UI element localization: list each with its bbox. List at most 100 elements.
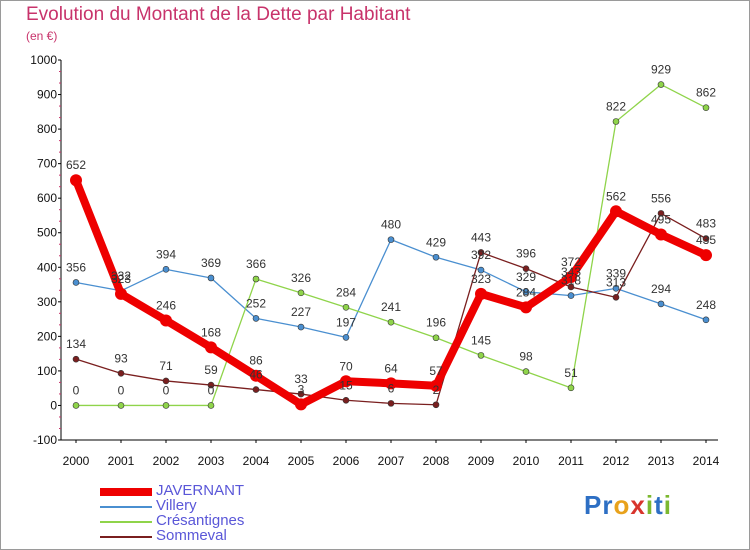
data-label: 323	[471, 272, 491, 286]
legend-swatch	[100, 488, 152, 496]
data-point	[162, 377, 170, 385]
y-tick-label: 300	[37, 295, 57, 309]
data-point	[207, 402, 215, 409]
data-label: 332	[111, 269, 131, 283]
data-point	[162, 266, 170, 273]
data-label: 51	[564, 366, 578, 380]
data-label: 2	[433, 383, 440, 397]
legend-label: JAVERNANT	[156, 482, 245, 499]
logo-letter: x	[630, 490, 646, 520]
data-point	[72, 402, 80, 409]
data-point	[702, 235, 710, 242]
data-label: 394	[156, 247, 176, 261]
proxiti-logo: Proxiti	[584, 490, 672, 521]
data-point	[567, 384, 575, 392]
data-label: 197	[336, 315, 356, 329]
data-label: 356	[66, 260, 86, 274]
data-label: 33	[294, 372, 308, 386]
data-point	[565, 270, 577, 283]
data-point	[610, 205, 622, 218]
data-label: 392	[471, 248, 491, 262]
data-label: 168	[201, 325, 221, 339]
data-point	[702, 316, 710, 324]
data-label: 862	[696, 86, 716, 100]
y-tick-label: 500	[37, 226, 57, 240]
data-label: 483	[696, 217, 716, 231]
x-tick-label: 2000	[63, 454, 90, 468]
logo-letter: r	[602, 490, 614, 520]
data-point	[205, 341, 217, 354]
x-tick-label: 2005	[288, 454, 315, 468]
series-lines	[70, 81, 712, 411]
x-tick-label: 2001	[108, 454, 135, 468]
data-label: 929	[651, 63, 671, 77]
data-label: 248	[696, 298, 716, 312]
logo-letter: i	[663, 490, 672, 520]
data-label: 70	[339, 359, 353, 373]
y-tick-label: 1000	[30, 53, 57, 67]
data-label: 71	[159, 359, 173, 373]
x-tick-label: 2002	[153, 454, 180, 468]
data-label: 284	[336, 285, 356, 299]
data-label: 369	[201, 256, 221, 270]
data-point	[340, 375, 352, 388]
data-label: 556	[651, 191, 671, 205]
data-label: 0	[118, 383, 125, 397]
data-label: 562	[606, 189, 626, 203]
data-point	[162, 402, 170, 409]
data-point	[567, 283, 575, 291]
data-label: 339	[606, 266, 626, 280]
y-tick-label: 700	[37, 157, 57, 171]
data-label: 227	[291, 305, 311, 319]
data-label: 822	[606, 99, 626, 113]
logo-letter: t	[654, 490, 664, 520]
y-tick-label: -100	[33, 433, 57, 447]
data-point	[567, 292, 575, 299]
legend-label: Crésantignes	[156, 512, 245, 529]
data-point	[477, 352, 485, 359]
logo-letter: i	[645, 490, 655, 520]
data-point	[252, 315, 260, 322]
data-point	[297, 323, 305, 331]
data-label: 652	[66, 158, 86, 172]
data-point	[475, 287, 487, 300]
y-tick-label: 400	[37, 260, 57, 274]
data-label: 86	[249, 354, 263, 368]
x-tick-label: 2007	[378, 454, 405, 468]
x-tick-label: 2010	[513, 454, 540, 468]
data-label: 0	[73, 383, 80, 397]
chart-subtitle: (en €)	[26, 29, 58, 43]
x-tick-label: 2008	[423, 454, 450, 468]
y-tick-label: 100	[37, 364, 57, 378]
data-label: 6	[388, 381, 395, 395]
data-label: 57	[429, 364, 443, 378]
chart-title: Evolution du Montant de la Dette par Hab…	[26, 4, 411, 25]
data-point	[522, 265, 530, 272]
data-point	[612, 285, 620, 292]
y-tick-label: 0	[50, 398, 57, 412]
x-tick-label: 2006	[333, 454, 360, 468]
data-point	[70, 174, 82, 187]
data-label: 196	[426, 316, 446, 330]
y-tick-label: 900	[37, 88, 57, 102]
chart-axes: -100010020030040050060070080090010002000…	[30, 53, 719, 468]
data-label: 15	[339, 378, 353, 392]
data-label: 241	[381, 300, 401, 314]
data-label: 372	[561, 255, 581, 269]
data-point	[700, 249, 712, 262]
logo-letter: o	[613, 490, 631, 520]
data-point	[522, 288, 530, 296]
data-label: 429	[426, 235, 446, 249]
data-label: 294	[651, 282, 671, 296]
data-point	[477, 266, 485, 274]
data-label: 480	[381, 218, 401, 232]
data-label: 323	[111, 272, 131, 286]
data-label: 326	[291, 271, 311, 285]
data-point	[612, 118, 620, 125]
data-point	[160, 314, 172, 327]
x-tick-label: 2009	[468, 454, 495, 468]
data-point	[657, 210, 665, 217]
data-point	[207, 274, 215, 282]
data-point	[72, 279, 80, 286]
